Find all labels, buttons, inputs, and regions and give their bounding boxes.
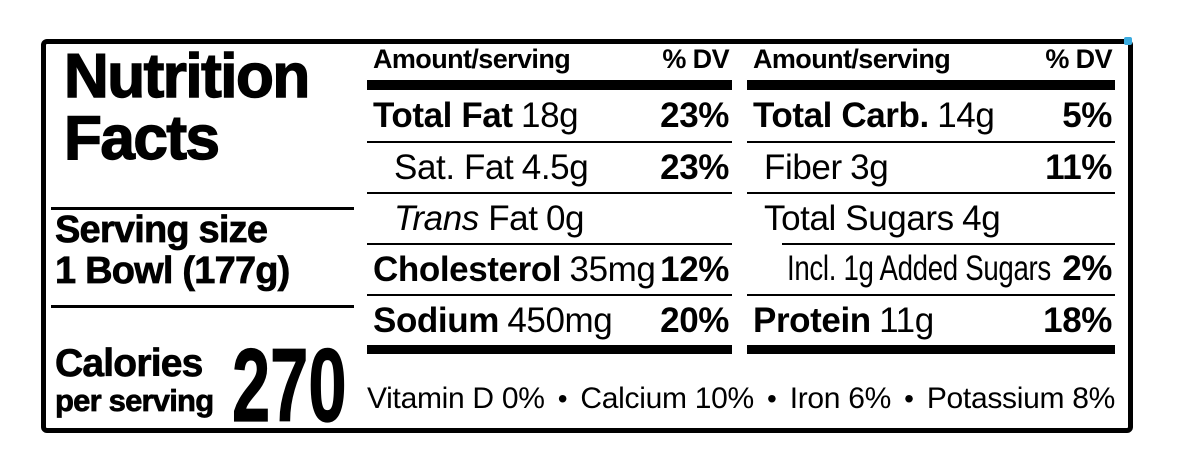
amount-serving-header: Amount/serving xyxy=(753,44,951,74)
row-total-carb: Total Carb. 14g 5% xyxy=(747,90,1115,141)
percent-dv-header: % DV xyxy=(1045,44,1112,74)
nutrient-text: Total Sugars 4g xyxy=(764,199,1104,239)
nutrient-name: Total Carb. xyxy=(753,95,929,135)
nutrient-dv: 5% xyxy=(1062,95,1112,135)
percent-dv-header: % DV xyxy=(662,44,729,74)
nutrient-dv: 23% xyxy=(660,95,729,135)
footer-calcium: Calcium 10% xyxy=(580,382,754,415)
nutrient-dv: 23% xyxy=(660,147,729,187)
nutrient-name: Total Fat xyxy=(373,95,513,135)
nutrient-name: Sat. Fat xyxy=(394,147,514,187)
nutrient-text: Total Fat 18g xyxy=(373,96,652,136)
row-added-sugars: Incl. 1g Added Sugars 2% xyxy=(747,243,1115,294)
nutrient-amount: 11g xyxy=(879,300,934,340)
serving-size-label: Serving size xyxy=(55,209,269,251)
nutrient-dv: 2% xyxy=(1062,248,1112,288)
nutrient-amount: 3g xyxy=(850,147,889,187)
nutrient-amount: 450mg xyxy=(507,300,613,340)
micronutrients-footer: Vitamin D 0% • Calcium 10% • Iron 6% • P… xyxy=(367,370,1115,428)
nutrient-amount: 4.5g xyxy=(521,147,589,187)
calories-label-block: Calories per serving xyxy=(55,342,215,418)
row-sat-fat: Sat. Fat 4.5g 23% xyxy=(367,141,732,192)
row-total-sugars: Total Sugars 4g xyxy=(747,192,1115,243)
nutrient-column-1: Amount/serving % DV Total Fat 18g 23% Sat… xyxy=(367,44,732,354)
bullet-separator: • xyxy=(767,383,777,414)
nutrient-text: Total Carb. 14g xyxy=(753,96,1054,136)
bullet-separator: • xyxy=(904,383,914,414)
nutrient-text: Protein 11g xyxy=(753,301,1035,341)
column-1-header: Amount/serving % DV xyxy=(367,44,732,90)
footer-iron: Iron 6% xyxy=(789,382,892,415)
title-line-2: Facts xyxy=(63,104,220,173)
serving-size-block: Serving size 1 Bowl (177g) xyxy=(55,209,291,292)
row-total-fat: Total Fat 18g 23% xyxy=(367,90,732,141)
nutrient-amount: 0g xyxy=(545,198,585,238)
row-sodium: Sodium 450mg 20% xyxy=(367,294,732,345)
nutrient-name: Incl. 1g Added Sugars xyxy=(787,248,1051,288)
nutrition-facts-label: Nutrition Facts Serving size 1 Bowl (177… xyxy=(41,37,1133,439)
nutrient-dv: 11% xyxy=(1045,147,1112,187)
calories-label: Calories xyxy=(55,342,204,385)
nutrient-name: Total Sugars xyxy=(764,198,954,238)
serving-size-value: 1 Bowl (177g) xyxy=(55,250,291,292)
column-2-header: Amount/serving % DV xyxy=(747,44,1115,90)
row-cholesterol: Cholesterol 35mg 12% xyxy=(367,243,732,294)
nutrient-text: Incl. 1g Added Sugars xyxy=(787,249,1054,289)
nutrient-amount: 14g xyxy=(937,95,995,135)
row-fiber: Fiber 3g 11% xyxy=(747,141,1115,192)
nutrient-dv: 12% xyxy=(660,249,729,289)
per-serving-label: per serving xyxy=(55,383,215,418)
divider-under-serving xyxy=(51,305,354,308)
nutrient-amount: 35mg xyxy=(569,249,656,289)
nutrient-name: Protein xyxy=(753,300,871,340)
row-protein: Protein 11g 18% xyxy=(747,294,1115,345)
nutrient-name: Fiber xyxy=(764,147,842,187)
nutrient-name: Trans Fat xyxy=(394,199,538,238)
nutrient-amount: 18g xyxy=(521,95,579,135)
corner-artifact-dot xyxy=(1124,37,1132,45)
footer-vitamin-d: Vitamin D 0% xyxy=(367,382,545,415)
nutrient-column-2: Amount/serving % DV Total Carb. 14g 5% Fi… xyxy=(747,44,1115,354)
nutrient-text: Trans Fat 0g xyxy=(394,199,721,239)
nutrient-name: Sodium xyxy=(373,300,499,340)
trans-italic: Trans xyxy=(394,198,479,238)
amount-serving-header: Amount/serving xyxy=(373,44,571,74)
nutrient-text: Sat. Fat 4.5g xyxy=(394,148,652,188)
nutrient-text: Cholesterol 35mg xyxy=(373,249,656,290)
nutrient-dv: 20% xyxy=(660,300,729,340)
nutrient-amount: 4g xyxy=(962,198,1001,238)
divider-under-title xyxy=(51,207,354,210)
nutrient-text: Fiber 3g xyxy=(764,148,1037,188)
footer-potassium: Potassium 8% xyxy=(926,382,1115,415)
nutrient-name: Cholesterol xyxy=(373,249,562,289)
nutrient-dv: 18% xyxy=(1043,300,1112,340)
nutrition-facts-title: Nutrition Facts xyxy=(63,42,311,173)
title-line-1: Nutrition xyxy=(63,42,311,111)
calories-value: 270 xyxy=(232,328,347,444)
row-trans-fat: Trans Fat 0g xyxy=(367,192,732,243)
nutrient-text: Sodium 450mg xyxy=(373,301,652,341)
trans-rest: Fat xyxy=(478,198,538,238)
bullet-separator: • xyxy=(557,383,568,414)
